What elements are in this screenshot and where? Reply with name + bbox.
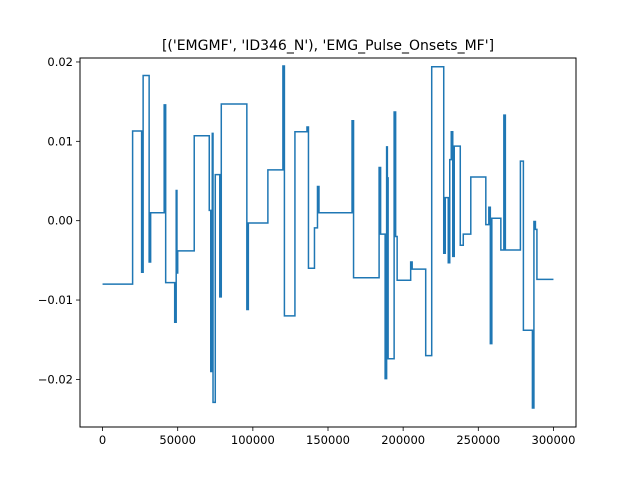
x-tick-label: 100000 [231, 433, 275, 447]
x-tick-label: 150000 [306, 433, 350, 447]
x-tick-label: 0 [99, 433, 106, 447]
y-tick-label: −0.02 [38, 372, 73, 386]
chart-title: [('EMGMF', 'ID346_N'), 'EMG_Pulse_Onsets… [162, 38, 494, 54]
y-axis-ticks: −0.02 −0.01 0.00 0.01 0.02 [38, 55, 80, 386]
plot-frame [79, 57, 577, 428]
x-tick-label: 50000 [159, 433, 196, 447]
y-tick-label: 0.02 [47, 55, 73, 69]
y-tick-label: 0.01 [47, 134, 73, 148]
x-tick-label: 200000 [381, 433, 425, 447]
x-tick-label: 300000 [532, 433, 576, 447]
x-axis-ticks: 0 50000 100000 150000 200000 250000 300000 [99, 427, 576, 447]
y-tick-label: 0.00 [47, 214, 73, 228]
x-tick-label: 250000 [456, 433, 500, 447]
y-tick-label: −0.01 [38, 293, 73, 307]
series-layer [102, 65, 554, 409]
series-line-0 [102, 65, 554, 409]
